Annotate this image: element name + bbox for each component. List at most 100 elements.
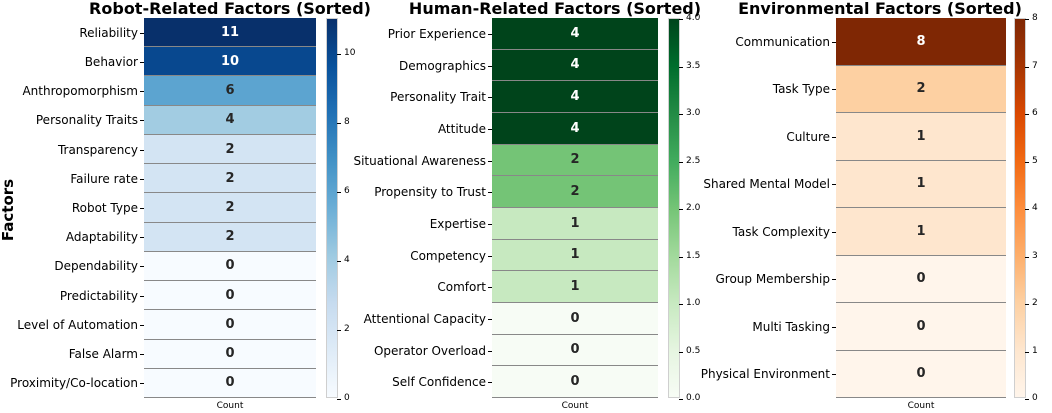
panel-title: Human-Related Factors (Sorted) <box>408 0 702 18</box>
cell-value-label: 2 <box>570 184 580 200</box>
cell-value-label: 2 <box>225 170 235 186</box>
y-tick-label-task-type: Task Type <box>772 82 830 97</box>
y-tick-mark <box>140 149 144 151</box>
cell-value-label: 0 <box>225 258 235 274</box>
colorbar-tick <box>679 304 683 305</box>
colorbar-tick <box>1025 399 1029 400</box>
colorbar-tick-label: 3.0 <box>686 108 701 118</box>
heatmap-grid: 11 10 6 4 2 2 2 2 0 0 0 0 0 <box>144 18 316 398</box>
cell-value-label: 1 <box>916 176 926 192</box>
y-tick-mark <box>488 382 492 384</box>
heatmap-grid: 8 2 1 1 1 0 0 0 <box>836 18 1006 398</box>
x-tick-label: Count <box>907 401 935 411</box>
colorbar-tick <box>1025 114 1029 115</box>
heatmap-cell-situational-awareness: 2 <box>492 144 658 177</box>
y-tick-mark <box>488 223 492 225</box>
y-tick-labels: Communication Task Type Culture Shared Ment… <box>690 18 836 398</box>
y-tick-label-failure-rate: Failure rate <box>70 171 138 186</box>
colorbar-tick-label: 1.0 <box>686 298 701 308</box>
y-tick-label-shared-mental-model: Shared Mental Model <box>703 177 830 192</box>
y-tick-mark <box>488 128 492 130</box>
colorbar-tick <box>1025 304 1029 305</box>
panel-title: Environmental Factors (Sorted) <box>738 0 1022 18</box>
cell-value-label: 4 <box>570 120 580 136</box>
colorbar-tick-label: 8 <box>344 116 350 127</box>
cell-value-label: 0 <box>225 375 235 391</box>
y-tick-mark <box>140 383 144 385</box>
heatmap-cell-task-complexity: 1 <box>836 208 1006 256</box>
heatmap-cell-attentional-capacity: 0 <box>492 303 658 335</box>
y-tick-label-attitude: Attitude <box>437 121 486 136</box>
cell-value-label: 4 <box>570 57 580 73</box>
heatmap-cell-behavior: 10 <box>144 47 316 77</box>
heatmap-cell-level-of-automation: 0 <box>144 310 316 340</box>
y-tick-mark <box>140 354 144 356</box>
y-tick-mark <box>140 237 144 239</box>
y-tick-label-personality-traits: Personality Traits <box>35 113 138 128</box>
heatmap-cell-predictability: 0 <box>144 281 316 311</box>
y-tick-label-demographics: Demographics <box>399 58 486 73</box>
y-tick-mark <box>140 120 144 122</box>
heatmap-cell-demographics: 4 <box>492 49 658 82</box>
y-tick-mark <box>140 32 144 34</box>
y-tick-mark <box>140 295 144 297</box>
cell-value-label: 0 <box>570 342 580 358</box>
colorbar-tick <box>679 209 683 210</box>
y-tick-label-reliability: Reliability <box>79 25 138 40</box>
cell-value-label: 1 <box>570 247 580 263</box>
x-tick-label: Count <box>561 401 589 411</box>
heatmap-cell-physical-environment: 0 <box>836 350 1006 398</box>
colorbar-tick-label: 5 <box>1032 155 1038 166</box>
y-tick-label-multi-tasking: Multi Tasking <box>752 319 830 334</box>
colorbar-tick-label: 2 <box>344 323 350 334</box>
colorbar-tick-label: 4.0 <box>686 13 701 23</box>
heatmap-cell-robot-type: 2 <box>144 193 316 223</box>
heatmap-cell-expertise: 1 <box>492 208 658 240</box>
colorbar-tick <box>1025 19 1029 20</box>
y-tick-mark <box>832 41 836 43</box>
y-tick-mark <box>488 65 492 67</box>
cell-value-label: 1 <box>570 279 580 295</box>
cell-value-label: 0 <box>916 366 926 382</box>
heatmap-cell-operator-overload: 0 <box>492 334 658 367</box>
heatmap-cell-propensity-to-trust: 2 <box>492 176 658 208</box>
y-tick-mark <box>488 287 492 289</box>
cell-value-label: 2 <box>225 229 235 245</box>
heatmap-cell-adaptability: 2 <box>144 222 316 252</box>
cell-value-label: 11 <box>220 24 240 40</box>
y-tick-mark <box>832 279 836 281</box>
y-tick-mark <box>832 89 836 91</box>
cell-value-label: 4 <box>570 25 580 41</box>
cell-value-label: 2 <box>570 152 580 168</box>
cell-value-label: 0 <box>225 316 235 332</box>
y-tick-label-prior-experience: Prior Experience <box>387 26 486 41</box>
heatmap-grid: 4 4 4 4 2 2 1 1 1 0 0 0 <box>492 18 658 398</box>
y-tick-label-proximity-co-location: Proximity/Co-location <box>10 376 138 391</box>
y-tick-mark <box>488 160 492 162</box>
x-tick-label: Count <box>216 401 244 411</box>
colorbar-tick <box>337 53 341 55</box>
y-tick-label-transparency: Transparency <box>57 142 138 157</box>
y-tick-label-culture: Culture <box>786 129 830 144</box>
colorbar-tick-label: 2 <box>1032 298 1038 308</box>
colorbar-tick <box>679 19 683 20</box>
heatmap-cell-proximity-co-location: 0 <box>144 368 316 398</box>
y-tick-label-predictability: Predictability <box>59 288 138 303</box>
heatmap-cell-personality-traits: 4 <box>144 105 316 135</box>
colorbar-tick <box>679 256 683 258</box>
colorbar-tick <box>1025 351 1029 353</box>
colorbar-tick-label: 3 <box>1032 250 1038 261</box>
cell-value-label: 6 <box>225 83 235 99</box>
y-tick-label-physical-environment: Physical Environment <box>700 367 830 382</box>
y-tick-mark <box>832 326 836 328</box>
colorbar-tick <box>679 399 683 400</box>
heatmap-cell-task-type: 2 <box>836 65 1006 113</box>
y-tick-mark <box>488 97 492 99</box>
y-tick-label-group-membership: Group Membership <box>715 272 830 287</box>
colorbar-tick-label: 10 <box>344 47 356 58</box>
y-tick-label-level-of-automation: Level of Automation <box>17 317 138 332</box>
cell-value-label: 10 <box>220 53 240 69</box>
